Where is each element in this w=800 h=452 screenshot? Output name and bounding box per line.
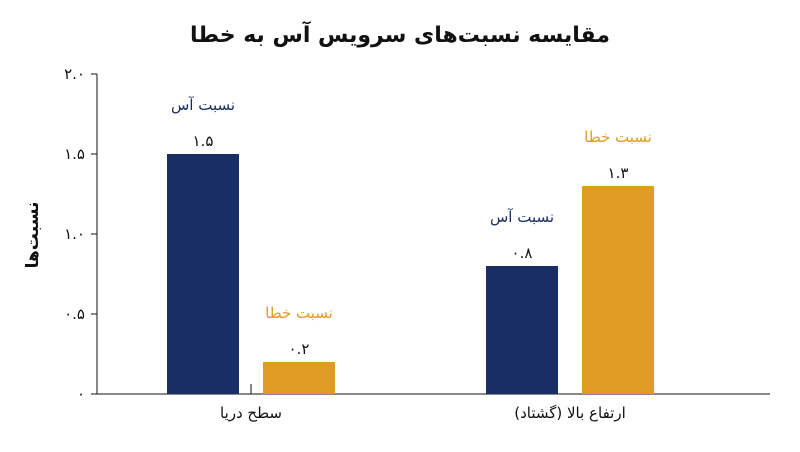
bar-value-label: ۰.۲: [289, 340, 310, 358]
y-tick-label: ۰.۵: [64, 305, 85, 323]
y-tick-label: ۱.۵: [64, 145, 85, 163]
bars: ۱.۵ نسبت آس ۰.۸ نسبت آس ۰.۲ نسبت خطا ۱.۳ نسبت خ…: [167, 96, 654, 394]
y-axis-label: نسبت‌ها: [23, 202, 43, 269]
bar-value-label: ۱.۵: [193, 132, 214, 150]
bar-series-label: نسبت خطا: [265, 304, 333, 322]
chart-title: مقایسه نسبت‌های سرویس آس به خطا: [190, 20, 610, 48]
x-category-label: سطح دریا: [220, 404, 282, 422]
bar-series-label: نسبت خطا: [584, 128, 652, 146]
x-category-label: ارتفاع بالا (گشتاد): [514, 404, 626, 422]
bar-series-label: نسبت آس: [171, 96, 235, 114]
bar-series-label: نسبت آس: [490, 208, 554, 226]
bar-fault-1: [582, 186, 654, 394]
y-tick-label: ۱.۰: [64, 225, 85, 243]
y-tick-label: ۰: [77, 385, 85, 403]
bar-ace-1: [486, 266, 558, 394]
bar-value-label: ۰.۸: [512, 244, 533, 262]
bar-ace-0: [167, 154, 239, 394]
bar-value-label: ۱.۳: [608, 164, 629, 182]
y-ticks: ۰ ۰.۵ ۱.۰ ۱.۵ ۲.۰: [64, 65, 97, 403]
y-tick-label: ۲.۰: [64, 65, 85, 83]
x-ticks: سطح دریا ارتفاع بالا (گشتاد): [220, 404, 626, 422]
bar-fault-0: [263, 362, 335, 394]
